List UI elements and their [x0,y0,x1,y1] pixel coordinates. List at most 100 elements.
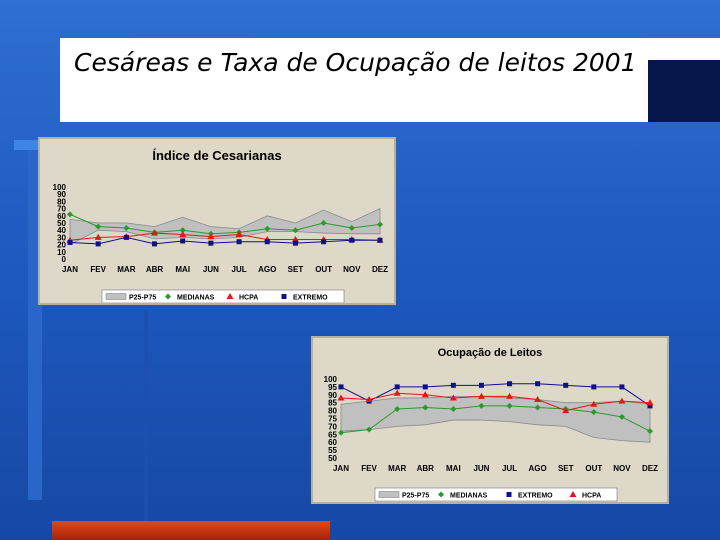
chart-title: Ocupação de Leitos [438,347,543,359]
legend-label: HCPA [582,493,601,500]
occupancy-chart-panel: Ocupação de Leitos 100 95 90 85 80 75 70 65 60 55 5… [311,336,669,504]
data-point-hcpa [235,231,243,238]
data-point-hcpa [337,394,345,401]
legend-label: EXTREMO [293,295,328,302]
data-point-medianas [422,404,429,411]
data-point-medianas [534,404,541,411]
data-point-medianas [292,227,299,234]
y-tick-label: 30 [57,233,66,242]
data-point-extremo [377,237,383,243]
data-point-medianas [67,211,73,218]
data-point-extremo [591,384,597,390]
legend-marker-medianas [165,293,171,300]
y-tick-label: 20 [57,241,66,250]
data-point-medianas [366,426,373,433]
data-point-hcpa [534,396,542,403]
cesarean-chart-panel: Índice de Cesarianas 100 90 80 70 60 50 40 30 20 1… [38,137,396,305]
legend-band-swatch [105,293,127,300]
data-point-medianas [647,428,653,435]
legend-label: EXTREMO [518,493,553,500]
data-point-hcpa [646,399,654,406]
data-point-extremo [264,239,270,245]
data-point-extremo [563,382,569,388]
x-tick-label: AGO [529,464,547,473]
y-tick-label: 65 [328,430,337,439]
legend-label: P25-P75 [129,295,156,302]
data-point-extremo [180,238,186,244]
series-line-extremo [340,383,651,407]
data-point-hcpa [477,392,485,399]
x-tick-label: JUN [473,464,489,473]
y-tick-label: 90 [328,391,337,400]
data-point-extremo [152,241,158,247]
data-point-extremo [123,234,129,240]
data-point-medianas [264,225,271,232]
x-tick-label: FEV [361,464,377,473]
y-tick-label: 60 [57,212,66,221]
chart-title: Índice de Cesarianas [152,148,281,163]
series-line-extremo [69,236,380,245]
legend-label: MEDIANAS [177,295,215,302]
x-tick-label: JUL [232,265,247,274]
data-point-medianas [590,409,597,416]
y-tick-label: 10 [57,248,66,257]
x-tick-label: DEZ [642,464,658,473]
series-line-medianas [340,405,651,434]
data-point-hcpa [590,400,598,407]
data-point-medianas [618,413,625,420]
decorative-thin-bar [144,310,148,540]
y-tick-label: 50 [328,454,337,463]
x-tick-label: NOV [343,265,361,274]
x-tick-label: SET [558,464,574,473]
y-tick-label: 0 [62,255,67,264]
legend-marker-extremo [281,294,287,299]
y-tick-label: 90 [57,190,66,199]
x-tick-label: JAN [62,265,78,274]
x-tick-label: ABR [146,265,164,274]
data-point-medianas [179,227,186,234]
legend-marker-hcpa [569,491,577,497]
data-point-hcpa [151,229,159,236]
data-point-hcpa [562,407,570,414]
x-tick-label: SET [288,265,304,274]
x-tick-label: JUN [203,265,219,274]
data-point-extremo [422,384,428,390]
data-point-medianas [394,406,401,413]
y-tick-label: 70 [328,422,337,431]
data-point-extremo [507,381,513,387]
legend-band-swatch [378,491,400,498]
x-tick-label: MAI [175,265,190,274]
data-point-medianas [506,402,513,409]
data-point-extremo [292,240,298,246]
data-point-extremo [394,384,400,390]
data-point-extremo [619,384,625,390]
title-band-shadow [648,60,720,122]
x-tick-label: NOV [613,464,631,473]
data-point-extremo [478,382,484,388]
data-point-extremo [95,241,101,247]
x-tick-label: MAI [446,464,461,473]
data-point-hcpa [393,389,401,396]
cesarean-chart: Índice de Cesarianas10090807060504030201… [53,148,388,304]
x-tick-label: OUT [585,464,602,473]
data-point-medianas [478,402,485,409]
band-area-p25-p75 [69,207,381,246]
data-point-extremo [338,384,344,390]
data-point-hcpa [365,396,373,403]
x-tick-label: FEV [90,265,106,274]
legend-marker-extremo [506,492,512,497]
data-point-hcpa [291,236,299,243]
legend-label: P25-P75 [402,493,429,500]
x-tick-label: JAN [333,464,349,473]
data-point-hcpa [179,231,187,238]
data-point-medianas [123,225,130,232]
y-tick-label: 40 [57,226,66,235]
y-tick-label: 70 [57,205,66,214]
data-point-extremo [236,239,242,245]
title-band [60,38,720,122]
data-point-hcpa [94,233,102,240]
x-tick-label: OUT [315,265,332,274]
legend-label: HCPA [239,295,258,302]
y-tick-label: 100 [324,375,338,384]
slide-title: Cesáreas e Taxa de Ocupação de leitos 20… [74,48,637,77]
